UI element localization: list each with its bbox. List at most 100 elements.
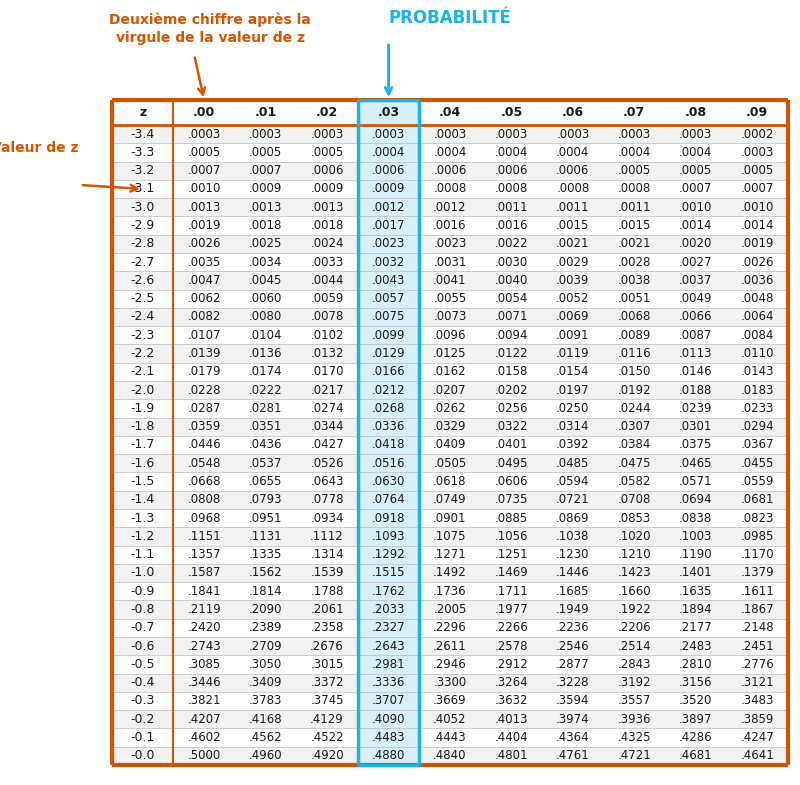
Text: .0014: .0014 [741,219,774,232]
Text: .2483: .2483 [679,640,713,652]
Text: -3.0: -3.0 [130,201,155,214]
Text: .2206: .2206 [618,622,651,634]
Text: .1660: .1660 [618,585,651,598]
Text: .2451: .2451 [741,640,774,652]
Text: .3156: .3156 [679,676,713,689]
Text: .4761: .4761 [556,750,590,762]
Text: .0012: .0012 [434,201,466,214]
Text: .0694: .0694 [679,493,713,506]
Text: .0869: .0869 [556,512,590,524]
Text: .0013: .0013 [187,201,221,214]
Text: .0007: .0007 [249,164,282,177]
Text: .0158: .0158 [494,365,528,378]
Text: .2643: .2643 [372,640,406,652]
Text: .1841: .1841 [187,585,221,598]
Bar [358,418,419,436]
Text: .0262: .0262 [433,402,467,415]
Text: .0075: .0075 [372,311,406,323]
Text: .0029: .0029 [556,256,590,268]
Text: .0838: .0838 [679,512,713,524]
Text: -0.3: -0.3 [130,695,155,707]
Text: .1251: .1251 [494,548,528,561]
Text: .4168: .4168 [249,713,282,726]
Text: .0006: .0006 [372,164,406,177]
Text: -2.1: -2.1 [130,365,155,378]
Text: .0004: .0004 [556,146,590,159]
Text: .3669: .3669 [433,695,467,707]
Text: .3707: .3707 [372,695,406,707]
Text: .1292: .1292 [372,548,406,561]
Text: .1814: .1814 [249,585,282,598]
Text: .0228: .0228 [187,384,221,396]
Text: .0125: .0125 [434,347,466,360]
Text: -2.0: -2.0 [130,384,155,396]
Text: .0244: .0244 [618,402,651,415]
Text: .1151: .1151 [187,530,221,543]
Text: .2743: .2743 [187,640,221,652]
Text: .0068: .0068 [618,311,651,323]
Text: .3085: .3085 [187,658,221,671]
Bar [358,601,419,619]
Text: z: z [139,106,146,119]
Bar [358,509,419,528]
Text: .1446: .1446 [556,567,590,579]
Bar [112,100,788,125]
Text: .0329: .0329 [434,420,466,433]
Text: .0047: .0047 [187,274,221,287]
Text: .4325: .4325 [618,731,651,744]
Bar [112,509,788,528]
Text: .0505: .0505 [434,457,466,469]
Text: .0150: .0150 [618,365,651,378]
Text: .0401: .0401 [494,439,528,451]
Text: .0004: .0004 [618,146,651,159]
Text: .0212: .0212 [372,384,406,396]
Text: .0069: .0069 [556,311,590,323]
Text: .0005: .0005 [310,146,344,159]
Text: .1423: .1423 [618,567,651,579]
Text: .3228: .3228 [556,676,590,689]
Text: .2514: .2514 [618,640,651,652]
Text: .0122: .0122 [494,347,528,360]
Text: .0066: .0066 [679,311,713,323]
Text: .0016: .0016 [494,219,528,232]
Text: -2.7: -2.7 [130,256,155,268]
Text: virgule de la valeur de z: virgule de la valeur de z [115,31,305,45]
Bar [358,381,419,400]
Text: .0031: .0031 [434,256,466,268]
Text: .1093: .1093 [372,530,406,543]
Bar [112,546,788,564]
Bar [358,564,419,582]
Text: .0281: .0281 [249,402,282,415]
Text: .0034: .0034 [249,256,282,268]
Text: .0005: .0005 [249,146,282,159]
Bar [112,253,788,272]
Text: .0018: .0018 [310,219,344,232]
Bar [112,601,788,619]
Text: .0003: .0003 [741,146,774,159]
Text: .0344: .0344 [310,420,344,433]
Text: .0011: .0011 [494,201,528,214]
Text: .3557: .3557 [618,695,651,707]
Text: .0003: .0003 [310,128,344,141]
Text: .0024: .0024 [310,237,344,250]
Text: .0119: .0119 [556,347,590,360]
Text: .0007: .0007 [741,182,774,195]
Text: .0010: .0010 [187,182,221,195]
Text: .0036: .0036 [741,274,774,287]
Bar [358,217,419,235]
Text: .0014: .0014 [679,219,713,232]
Text: .0007: .0007 [679,182,713,195]
Text: .3483: .3483 [741,695,774,707]
Text: -0.0: -0.0 [130,750,155,762]
Text: -0.6: -0.6 [130,640,155,652]
Text: .0166: .0166 [372,365,406,378]
Text: .1977: .1977 [494,603,528,616]
Text: .0005: .0005 [679,164,713,177]
Text: .0049: .0049 [679,292,713,305]
Text: .0918: .0918 [372,512,406,524]
Text: .0039: .0039 [556,274,590,287]
Text: .4443: .4443 [433,731,467,744]
Text: Deuxième chiffre après la: Deuxième chiffre après la [109,13,311,27]
Text: .0012: .0012 [372,201,406,214]
Text: .4960: .4960 [249,750,282,762]
